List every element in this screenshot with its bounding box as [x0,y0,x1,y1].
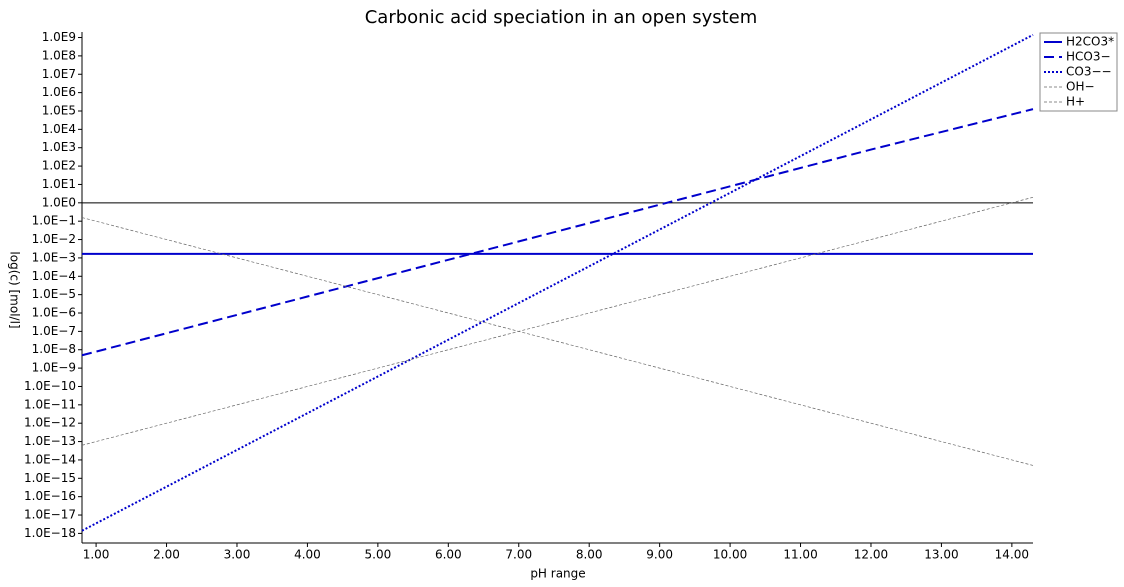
y-tick-label: 1.0E5 [42,103,76,117]
x-tick-label: 3.00 [224,548,251,562]
chart-title: Carbonic acid speciation in an open syst… [365,7,758,28]
y-tick-label: 1.0E7 [42,67,76,81]
y-tick-label: 1.0E3 [42,140,76,154]
y-tick-label: 1.0E−15 [24,471,76,485]
y-tick-label: 1.0E−10 [24,379,76,393]
x-tick-label: 8.00 [576,548,603,562]
y-tick-label: 1.0E−6 [32,306,76,320]
y-tick-label: 1.0E6 [42,85,76,99]
y-axis-title: log(c) [mol/l] [8,251,22,328]
x-tick-label: 6.00 [435,548,462,562]
y-tick-label: 1.0E8 [42,48,76,62]
y-tick-label: 1.0E−16 [24,489,76,503]
x-tick-label: 2.00 [153,548,180,562]
x-tick-label: 14.00 [995,548,1029,562]
x-tick-label: 1.00 [83,548,110,562]
y-tick-label: 1.0E−7 [32,324,76,338]
y-tick-label: 1.0E−1 [32,214,76,228]
y-tick-label: 1.0E−4 [32,269,76,283]
y-tick-label: 1.0E−9 [32,361,76,375]
y-tick-label: 1.0E1 [42,177,76,191]
legend-label: H2CO3* [1066,35,1114,49]
series-line [81,217,1034,466]
y-tick-label: 1.0E−12 [24,416,76,430]
y-tick-label: 1.0E2 [42,159,76,173]
x-tick-label: 9.00 [646,548,673,562]
y-tick-label: 1.0E9 [42,30,76,44]
legend-label: H+ [1066,95,1085,109]
x-tick-label: 5.00 [365,548,392,562]
y-tick-label: 1.0E−8 [32,342,76,356]
series-line [81,33,1034,532]
y-tick-label: 1.0E−5 [32,287,76,301]
x-tick-label: 12.00 [854,548,888,562]
y-tick-label: 1.0E−11 [24,397,76,411]
legend-label: OH− [1066,80,1095,94]
y-tick-label: 1.0E−3 [32,250,76,264]
y-tick-label: 1.0E−13 [24,434,76,448]
x-tick-label: 4.00 [294,548,321,562]
y-tick-label: 1.0E4 [42,122,76,136]
x-tick-label: 11.00 [783,548,817,562]
x-tick-label: 13.00 [924,548,958,562]
x-axis-title: pH range [530,567,585,581]
y-tick-label: 1.0E−2 [32,232,76,246]
x-tick-label: 10.00 [713,548,747,562]
y-tick-label: 1.0E0 [42,195,76,209]
y-tick-label: 1.0E−18 [24,526,76,540]
y-tick-label: 1.0E−17 [24,508,76,522]
x-tick-label: 7.00 [505,548,532,562]
y-tick-label: 1.0E−14 [24,452,76,466]
series-line [81,108,1034,357]
legend-label: CO3−− [1066,65,1112,79]
legend-label: HCO3− [1066,50,1111,64]
